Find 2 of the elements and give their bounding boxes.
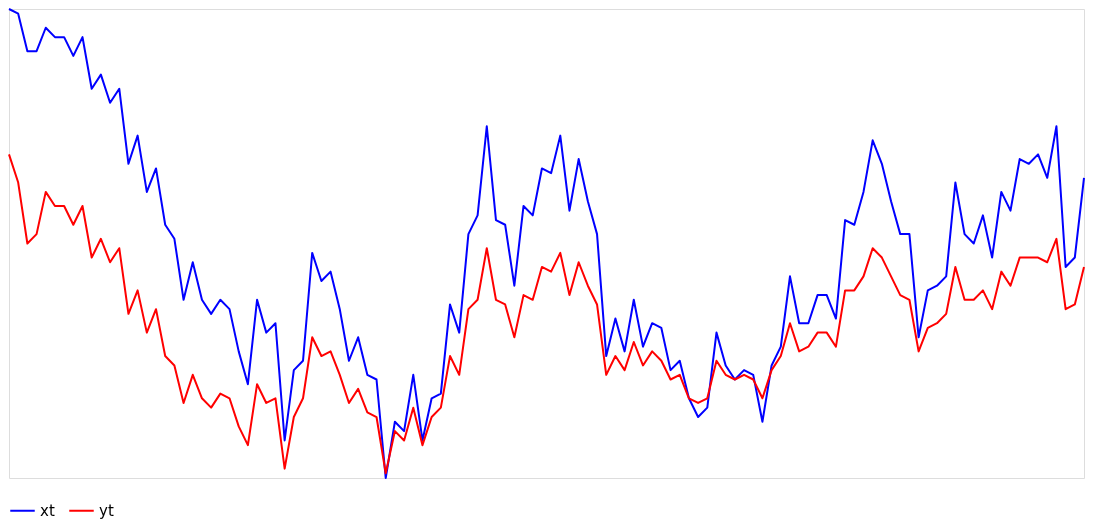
- legend-label: yt: [99, 501, 114, 520]
- legend-label: xt: [40, 501, 55, 520]
